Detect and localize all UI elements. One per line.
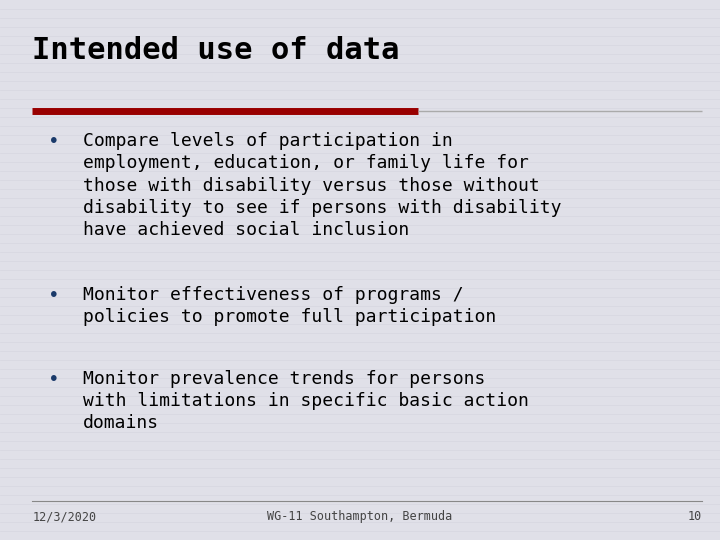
Text: WG-11 Southampton, Bermuda: WG-11 Southampton, Bermuda [267, 510, 453, 523]
Text: 12/3/2020: 12/3/2020 [32, 510, 96, 523]
Text: Monitor prevalence trends for persons
with limitations in specific basic action
: Monitor prevalence trends for persons wi… [83, 370, 528, 433]
Text: •: • [48, 370, 60, 389]
Text: Intended use of data: Intended use of data [32, 36, 400, 65]
Text: Compare levels of participation in
employment, education, or family life for
tho: Compare levels of participation in emplo… [83, 132, 562, 239]
Text: •: • [48, 286, 60, 305]
Text: •: • [48, 132, 60, 151]
Text: 10: 10 [688, 510, 702, 523]
Text: Monitor effectiveness of programs /
policies to promote full participation: Monitor effectiveness of programs / poli… [83, 286, 496, 326]
